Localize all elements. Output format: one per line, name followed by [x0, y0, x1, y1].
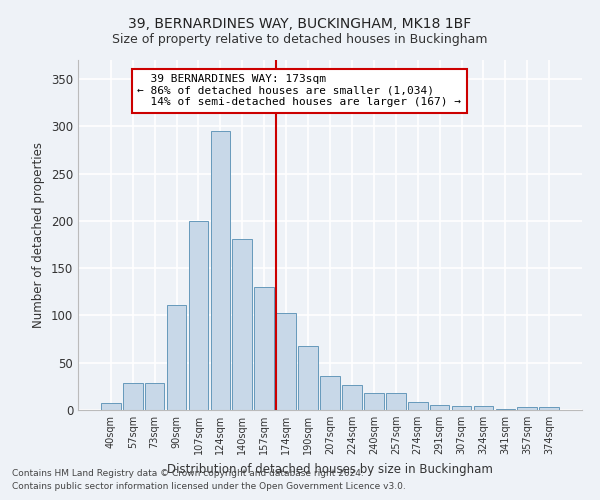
Text: Contains public sector information licensed under the Open Government Licence v3: Contains public sector information licen…: [12, 482, 406, 491]
Bar: [364, 393, 384, 410]
Bar: [539, 407, 559, 410]
Text: Contains HM Land Registry data © Crown copyright and database right 2024.: Contains HM Land Registry data © Crown c…: [12, 468, 364, 477]
Y-axis label: Number of detached properties: Number of detached properties: [32, 142, 46, 328]
X-axis label: Distribution of detached houses by size in Buckingham: Distribution of detached houses by size …: [167, 462, 493, 475]
Bar: [452, 406, 472, 410]
Bar: [408, 402, 428, 410]
Bar: [342, 386, 362, 410]
Bar: [517, 407, 537, 410]
Bar: [211, 131, 230, 410]
Bar: [232, 239, 252, 410]
Bar: [254, 287, 274, 410]
Text: 39, BERNARDINES WAY, BUCKINGHAM, MK18 1BF: 39, BERNARDINES WAY, BUCKINGHAM, MK18 1B…: [128, 18, 472, 32]
Bar: [101, 404, 121, 410]
Bar: [473, 406, 493, 410]
Bar: [320, 376, 340, 410]
Text: Size of property relative to detached houses in Buckingham: Size of property relative to detached ho…: [112, 32, 488, 46]
Bar: [188, 221, 208, 410]
Bar: [145, 382, 164, 410]
Bar: [167, 305, 187, 410]
Bar: [123, 382, 143, 410]
Bar: [298, 346, 318, 410]
Bar: [430, 406, 449, 410]
Text: 39 BERNARDINES WAY: 173sqm
← 86% of detached houses are smaller (1,034)
  14% of: 39 BERNARDINES WAY: 173sqm ← 86% of deta…: [137, 74, 461, 108]
Bar: [386, 393, 406, 410]
Bar: [496, 409, 515, 410]
Bar: [276, 312, 296, 410]
